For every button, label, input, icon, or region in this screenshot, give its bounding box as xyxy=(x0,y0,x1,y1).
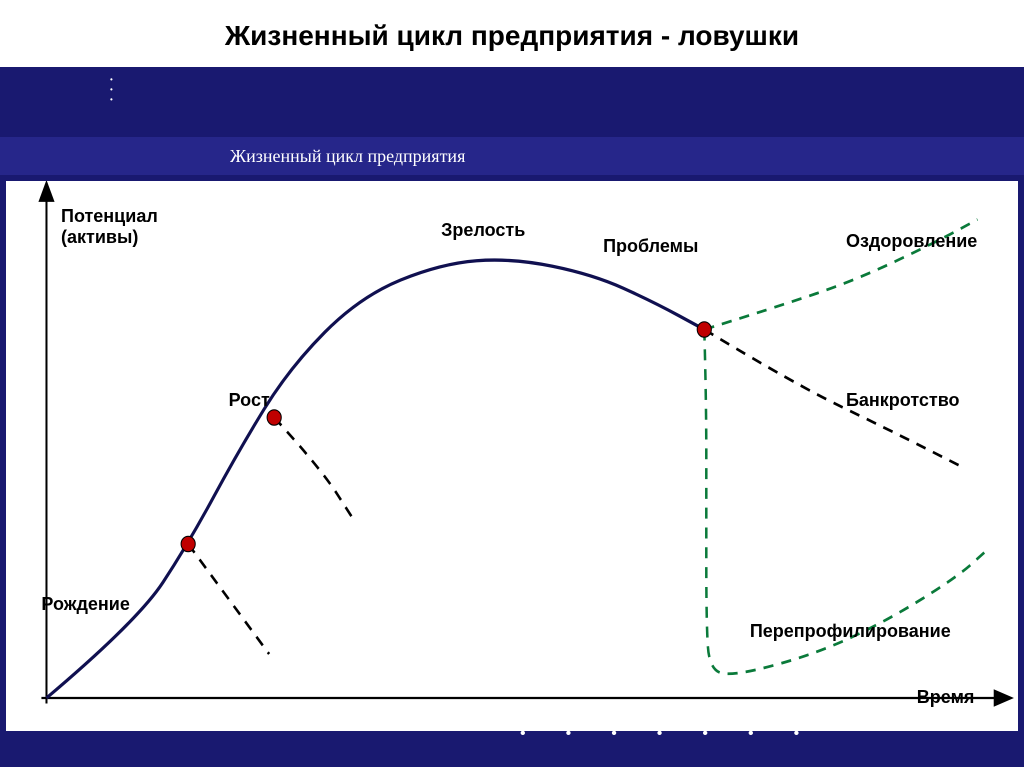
y-axis-label: Потенциал(активы) xyxy=(61,206,158,248)
label-recovery: Оздоровление xyxy=(846,231,977,252)
label-reprofiling: Перепрофилирование xyxy=(750,621,951,642)
label-birth: Рождение xyxy=(41,594,129,615)
chart-area: Потенциал(активы) Рождение Рост Зрелость… xyxy=(6,181,1018,731)
decorative-bullets-bottom: ••••••• xyxy=(520,725,839,742)
lower-blue-band: ••••••• xyxy=(0,737,1024,767)
label-bankruptcy: Банкротство xyxy=(846,390,960,411)
lifecycle-chart xyxy=(6,181,1018,731)
subtitle-text: Жизненный цикл предприятия xyxy=(230,146,465,167)
subtitle-band: Жизненный цикл предприятия xyxy=(0,137,1024,175)
decorative-bullets-top: ••• xyxy=(110,75,113,105)
upper-blue-band: ••• xyxy=(0,67,1024,137)
label-maturity: Зрелость xyxy=(441,220,525,241)
slide-container: Жизненный цикл предприятия - ловушки •••… xyxy=(0,0,1024,767)
label-problems: Проблемы xyxy=(603,236,698,257)
main-title: Жизненный цикл предприятия - ловушки xyxy=(0,0,1024,67)
x-axis-label: Время xyxy=(917,687,975,708)
label-growth: Рост xyxy=(229,390,270,411)
chart-outer: Потенциал(активы) Рождение Рост Зрелость… xyxy=(0,175,1024,737)
